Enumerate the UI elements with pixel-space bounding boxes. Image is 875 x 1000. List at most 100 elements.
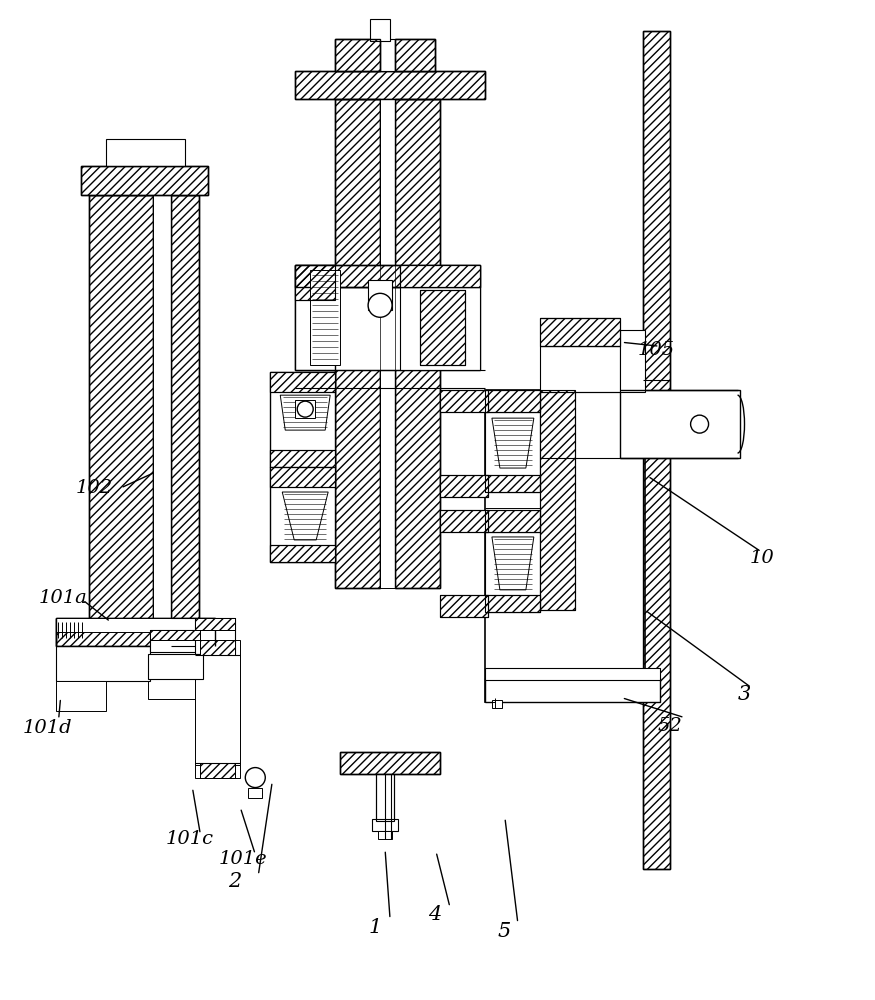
Bar — [270, 545, 335, 562]
Bar — [485, 390, 645, 702]
Bar — [485, 475, 540, 492]
Text: 102: 102 — [75, 479, 113, 497]
Circle shape — [690, 415, 709, 433]
Bar — [440, 510, 488, 532]
Bar — [335, 99, 380, 588]
Bar — [295, 400, 315, 418]
Bar — [149, 679, 203, 699]
Bar — [485, 412, 540, 492]
Bar — [372, 819, 398, 831]
Bar — [440, 475, 488, 497]
Bar — [150, 630, 200, 640]
Bar — [56, 618, 215, 646]
Bar — [492, 700, 502, 708]
Bar — [56, 618, 215, 632]
Bar — [540, 318, 620, 346]
Bar — [200, 763, 235, 778]
Bar — [440, 595, 488, 617]
Bar — [200, 640, 235, 655]
Text: 101c: 101c — [165, 830, 214, 848]
Bar — [485, 390, 540, 412]
Bar — [370, 19, 390, 41]
Bar — [200, 640, 235, 655]
Bar — [56, 618, 215, 646]
Bar — [440, 510, 488, 532]
Text: 3: 3 — [738, 685, 751, 704]
Text: 101e: 101e — [219, 850, 267, 868]
Bar — [396, 99, 440, 588]
Text: 2: 2 — [228, 872, 242, 891]
Bar — [270, 467, 335, 487]
Bar — [485, 510, 540, 532]
Bar — [88, 195, 153, 640]
Bar — [270, 467, 335, 487]
Bar — [56, 681, 106, 711]
Circle shape — [245, 768, 265, 788]
Bar — [396, 99, 440, 588]
Bar — [335, 99, 380, 588]
Polygon shape — [280, 395, 330, 430]
Bar — [295, 71, 485, 99]
Bar — [153, 195, 172, 640]
Bar — [195, 618, 235, 630]
Bar — [376, 774, 394, 821]
Bar — [540, 318, 620, 346]
Bar — [270, 372, 335, 467]
Bar — [295, 287, 480, 370]
Text: 1: 1 — [368, 918, 382, 937]
Bar — [295, 71, 485, 99]
Polygon shape — [283, 492, 328, 540]
Bar — [195, 618, 235, 654]
Bar — [335, 39, 380, 71]
Bar — [88, 195, 153, 640]
Bar — [396, 39, 435, 71]
Bar — [420, 290, 465, 365]
Bar — [80, 166, 208, 195]
Bar — [195, 618, 235, 630]
Text: 5: 5 — [498, 922, 511, 941]
Text: 10: 10 — [750, 549, 774, 567]
Bar — [485, 532, 540, 612]
Polygon shape — [492, 418, 534, 468]
Bar — [335, 39, 435, 71]
Text: 4: 4 — [428, 905, 441, 924]
Bar — [376, 774, 394, 821]
Bar — [270, 545, 335, 562]
Bar — [485, 595, 540, 612]
Bar — [485, 390, 540, 412]
Bar — [195, 640, 241, 778]
Bar — [149, 654, 203, 679]
Bar — [270, 450, 335, 467]
Bar — [642, 31, 669, 869]
Bar — [270, 450, 335, 467]
Bar — [295, 265, 335, 300]
Bar — [270, 372, 335, 392]
Bar — [295, 265, 480, 287]
Bar — [150, 630, 200, 652]
Bar — [56, 646, 150, 681]
Bar — [620, 330, 645, 392]
Bar — [150, 630, 200, 640]
Bar — [295, 265, 335, 300]
Bar — [485, 595, 540, 612]
Bar — [620, 390, 739, 458]
Circle shape — [298, 401, 313, 417]
Bar — [396, 39, 435, 71]
Bar — [440, 475, 488, 497]
Bar — [172, 195, 200, 640]
Bar — [340, 752, 440, 774]
Text: 52: 52 — [658, 717, 682, 735]
Polygon shape — [492, 537, 534, 590]
Bar — [200, 763, 235, 778]
Bar — [540, 390, 575, 610]
Text: 101a: 101a — [38, 589, 88, 607]
Bar — [400, 265, 480, 287]
Bar — [440, 595, 488, 617]
Bar — [248, 788, 262, 798]
Bar — [485, 475, 540, 492]
Bar — [440, 390, 488, 412]
Bar — [380, 99, 396, 588]
Bar — [540, 390, 575, 610]
Bar — [311, 270, 340, 365]
Bar — [400, 265, 480, 287]
